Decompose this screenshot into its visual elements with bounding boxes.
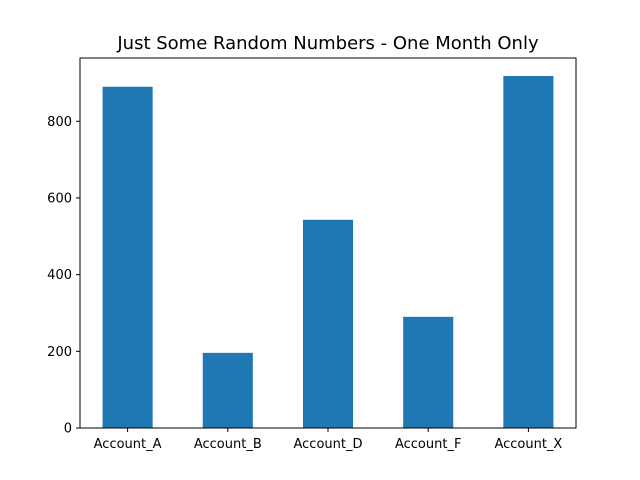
- y-tick-label: 400: [47, 268, 72, 283]
- y-tick-label: 0: [64, 422, 72, 437]
- x-tick-label: Account_F: [395, 437, 461, 452]
- bars-group: [102, 76, 554, 429]
- axes-frame: [79, 57, 577, 429]
- y-tick-label: 600: [47, 191, 72, 206]
- x-tick-label: Account_A: [94, 437, 162, 452]
- y-tick-label: 200: [47, 345, 72, 360]
- bar-account-x: [503, 76, 554, 429]
- chart-title: Just Some Random Numbers - One Month Onl…: [116, 33, 539, 54]
- bar-account-d: [302, 219, 354, 428]
- x-tick-label: Account_B: [194, 437, 262, 452]
- bar-account-b: [202, 352, 253, 428]
- bar-account-f: [403, 316, 454, 428]
- bar-account-a: [102, 86, 153, 428]
- x-tick-label: Account_D: [294, 437, 363, 452]
- y-axis: 0 200 400 600 800: [47, 115, 80, 437]
- x-tick-label: Account_X: [494, 437, 562, 452]
- y-tick-label: 800: [47, 115, 72, 130]
- x-axis: Account_A Account_B Account_D Account_F Acco…: [94, 428, 562, 452]
